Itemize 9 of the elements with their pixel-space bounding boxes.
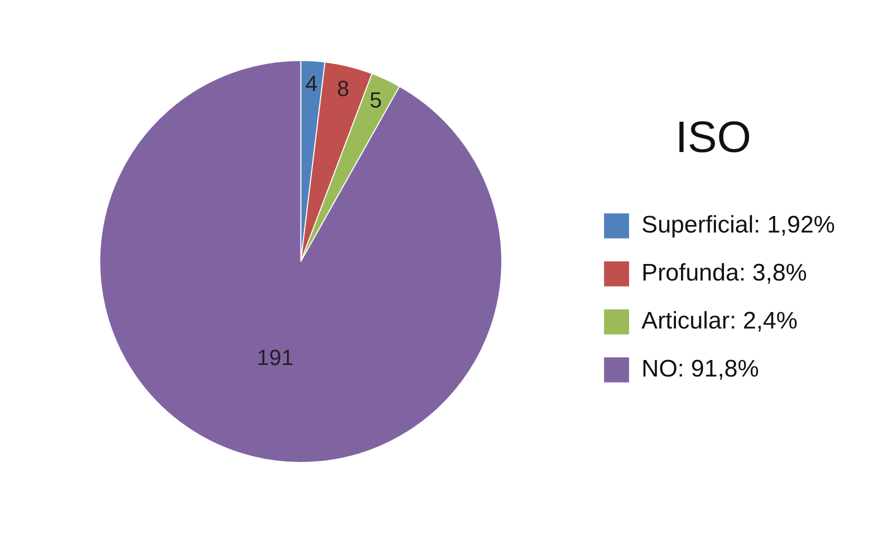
legend-label: Superficial: 1,92% (642, 212, 836, 239)
data-label: 191 (256, 344, 294, 370)
legend-label: Profunda: 3,8% (642, 260, 808, 287)
data-label: 8 (336, 76, 350, 101)
legend-title: ISO (675, 113, 752, 162)
legend-label: Articular: 2,4% (642, 308, 798, 335)
legend-label: NO: 91,8% (642, 356, 759, 383)
data-label: 4 (305, 71, 318, 96)
data-label: 5 (370, 87, 382, 112)
